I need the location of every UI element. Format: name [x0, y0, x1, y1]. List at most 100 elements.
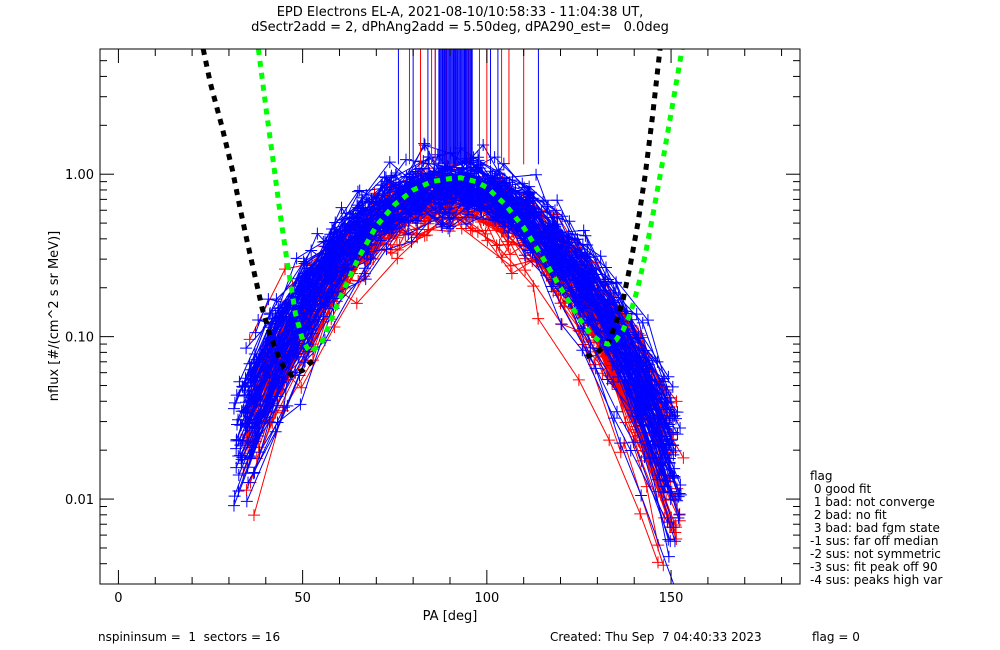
data-point	[294, 398, 307, 411]
data-point	[409, 165, 422, 178]
legend-item: -4 sus: peaks high var	[810, 573, 943, 587]
data-point	[666, 380, 679, 393]
data-point	[591, 287, 604, 300]
data-point	[668, 470, 681, 483]
footer-flag: flag = 0	[812, 630, 860, 644]
x-tick-label: 150	[659, 591, 684, 606]
data-point	[298, 267, 311, 280]
y-tick-label: 0.01	[65, 493, 94, 508]
data-point	[476, 187, 489, 200]
data-trace	[255, 181, 680, 516]
data-point	[487, 175, 500, 188]
data-point	[627, 436, 640, 449]
data-point	[528, 209, 541, 222]
data-point	[242, 376, 255, 389]
data-point	[606, 359, 619, 372]
data-point	[284, 314, 297, 327]
data-point	[376, 178, 389, 191]
data-point	[556, 234, 569, 247]
data-point	[579, 229, 592, 242]
data-point	[352, 224, 365, 237]
data-point	[506, 174, 519, 187]
data-point	[490, 239, 503, 252]
data-point	[494, 183, 507, 196]
x-axis-label: PA [deg]	[423, 609, 478, 624]
plot-fit-layer	[200, 49, 685, 379]
data-point	[459, 218, 472, 231]
data-point	[350, 297, 363, 310]
data-point	[462, 208, 475, 221]
data-point	[240, 495, 253, 508]
chart-subtitle: dSectr2add = 2, dPhAng2add = 5.50deg, dP…	[251, 20, 669, 35]
data-point	[551, 212, 564, 225]
data-point	[608, 412, 621, 425]
data-point	[669, 444, 682, 457]
data-point	[249, 422, 262, 435]
data-point	[632, 331, 645, 344]
data-point	[603, 434, 616, 447]
data-point	[638, 375, 651, 388]
data-point	[610, 405, 623, 418]
data-point	[673, 487, 686, 500]
data-trace	[247, 197, 674, 446]
data-point	[358, 267, 371, 280]
data-point	[232, 413, 245, 426]
legend-item: 3 bad: bad fgm state	[810, 521, 940, 535]
data-point	[646, 451, 659, 464]
data-point	[673, 508, 686, 521]
data-point	[234, 439, 247, 452]
data-point	[247, 467, 260, 480]
data-point	[671, 428, 684, 441]
data-point	[577, 301, 590, 314]
legend-item: -3 sus: fit peak off 90	[810, 560, 938, 574]
data-point	[326, 222, 339, 235]
data-point	[413, 204, 426, 217]
legend-item: 2 bad: no fit	[810, 508, 887, 522]
legend-item: 0 good fit	[810, 482, 872, 496]
data-point	[563, 215, 576, 228]
axes-layer: 0 50 100 150 0.01 0.10 1.00	[65, 49, 800, 606]
fit-curve-green	[255, 49, 685, 357]
data-point	[677, 451, 690, 464]
data-point	[415, 162, 428, 175]
data-point	[376, 194, 389, 207]
data-point	[444, 220, 457, 233]
data-point	[327, 292, 340, 305]
data-point	[521, 214, 534, 227]
data-point	[247, 509, 260, 522]
data-point	[466, 211, 479, 224]
data-point	[272, 302, 285, 315]
data-point	[667, 521, 680, 534]
data-point	[422, 151, 435, 164]
data-point	[519, 252, 532, 265]
data-point	[238, 390, 251, 403]
data-point	[570, 250, 583, 263]
data-point	[626, 341, 639, 354]
data-trace	[246, 165, 670, 557]
data-point	[240, 484, 253, 497]
data-point	[576, 344, 589, 357]
data-point	[545, 232, 558, 245]
data-point	[390, 166, 403, 179]
data-point	[498, 172, 511, 185]
data-point	[365, 193, 378, 206]
data-point	[442, 222, 455, 235]
data-point	[581, 313, 594, 326]
data-point	[519, 264, 532, 277]
data-point	[497, 225, 510, 238]
data-point	[516, 207, 529, 220]
fit-curve-black	[585, 49, 663, 360]
data-point	[386, 222, 399, 235]
data-point	[581, 278, 594, 291]
data-trace	[237, 160, 677, 492]
data-point	[269, 425, 282, 438]
data-point	[621, 375, 634, 388]
data-point	[383, 156, 396, 169]
data-point	[349, 227, 362, 240]
data-point	[244, 452, 257, 465]
footer-created: Created: Thu Sep 7 04:40:33 2023	[550, 630, 762, 644]
data-point	[232, 484, 245, 497]
data-point	[453, 180, 466, 193]
data-point	[272, 382, 285, 395]
